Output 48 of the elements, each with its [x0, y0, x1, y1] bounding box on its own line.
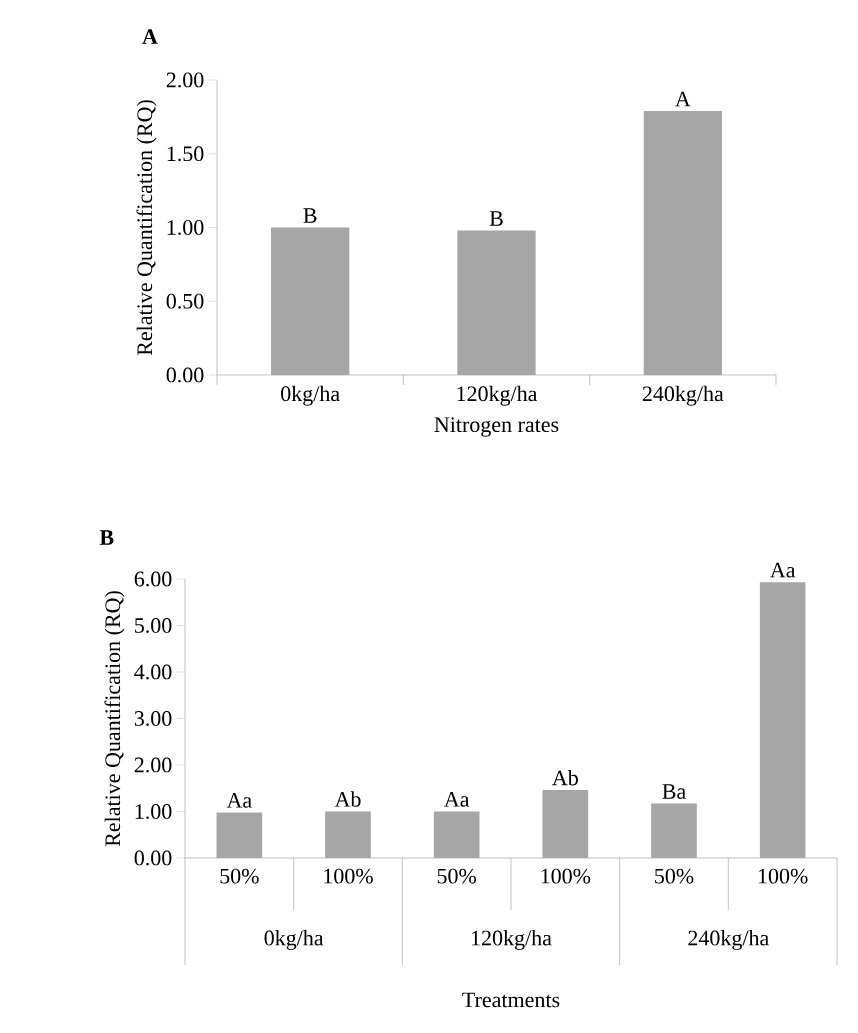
y-tick-label: 1.00: [135, 804, 172, 819]
data-label: B: [303, 208, 317, 223]
text: 240kg/ha: [688, 929, 769, 951]
data-label: Ab: [552, 769, 578, 786]
data-label: A: [675, 91, 691, 107]
bar: [759, 582, 806, 858]
y-tick-label: 0.00: [166, 367, 204, 383]
y-tick-label: 5.00: [135, 618, 172, 633]
bar: [643, 110, 722, 375]
bar: [433, 811, 480, 858]
x-tick-label: 100%: [758, 868, 808, 884]
data-label: Aa: [770, 562, 796, 578]
y-axis-title: Relative Quantification (RQ): [104, 591, 125, 847]
x-tick-label: 0kg/ha: [281, 385, 340, 406]
bar: [457, 230, 536, 375]
x-tick-label: 240kg/ha: [642, 385, 724, 406]
y-tick-label: 6.00: [134, 571, 172, 587]
x-tick-label: 50%: [220, 868, 259, 884]
x-tick-label: 50%: [437, 868, 477, 884]
data-label: Aa: [226, 792, 252, 808]
text: 0kg/ha: [264, 929, 324, 951]
y-tick-label: 3.00: [134, 711, 172, 726]
chart-title: A: [142, 29, 158, 44]
y-tick-label: 1.50: [167, 146, 204, 162]
y-tick-label: 2.00: [134, 757, 172, 773]
data-label: Aa: [444, 792, 470, 807]
y-tick-label: 4.00: [134, 664, 172, 680]
x-tick-label: 50%: [655, 868, 694, 884]
x-tick-label: 120kg/ha: [457, 385, 538, 406]
y-axis-title: Relative Quantification (RQ): [136, 100, 157, 356]
x-axis-title: Treatments: [462, 992, 560, 1008]
bar: [542, 790, 589, 858]
bar: [271, 227, 350, 375]
bar: [216, 812, 263, 858]
y-tick-label: 0.00: [134, 850, 172, 866]
data-label: Ba: [662, 784, 686, 799]
x-tick-label: 100%: [324, 868, 373, 884]
text: 120kg/ha: [471, 929, 552, 951]
x-tick-label: 100%: [541, 868, 591, 884]
bar: [325, 811, 371, 858]
y-tick-label: 0.50: [166, 293, 204, 309]
chart-title: B: [99, 530, 114, 545]
bar: [651, 803, 697, 858]
data-label: B: [489, 211, 503, 226]
x-axis-title: Nitrogen rates: [434, 417, 559, 437]
data-label: Ab: [334, 791, 361, 807]
y-tick-label: 1.00: [167, 220, 204, 235]
y-tick-label: 2.00: [166, 72, 204, 88]
